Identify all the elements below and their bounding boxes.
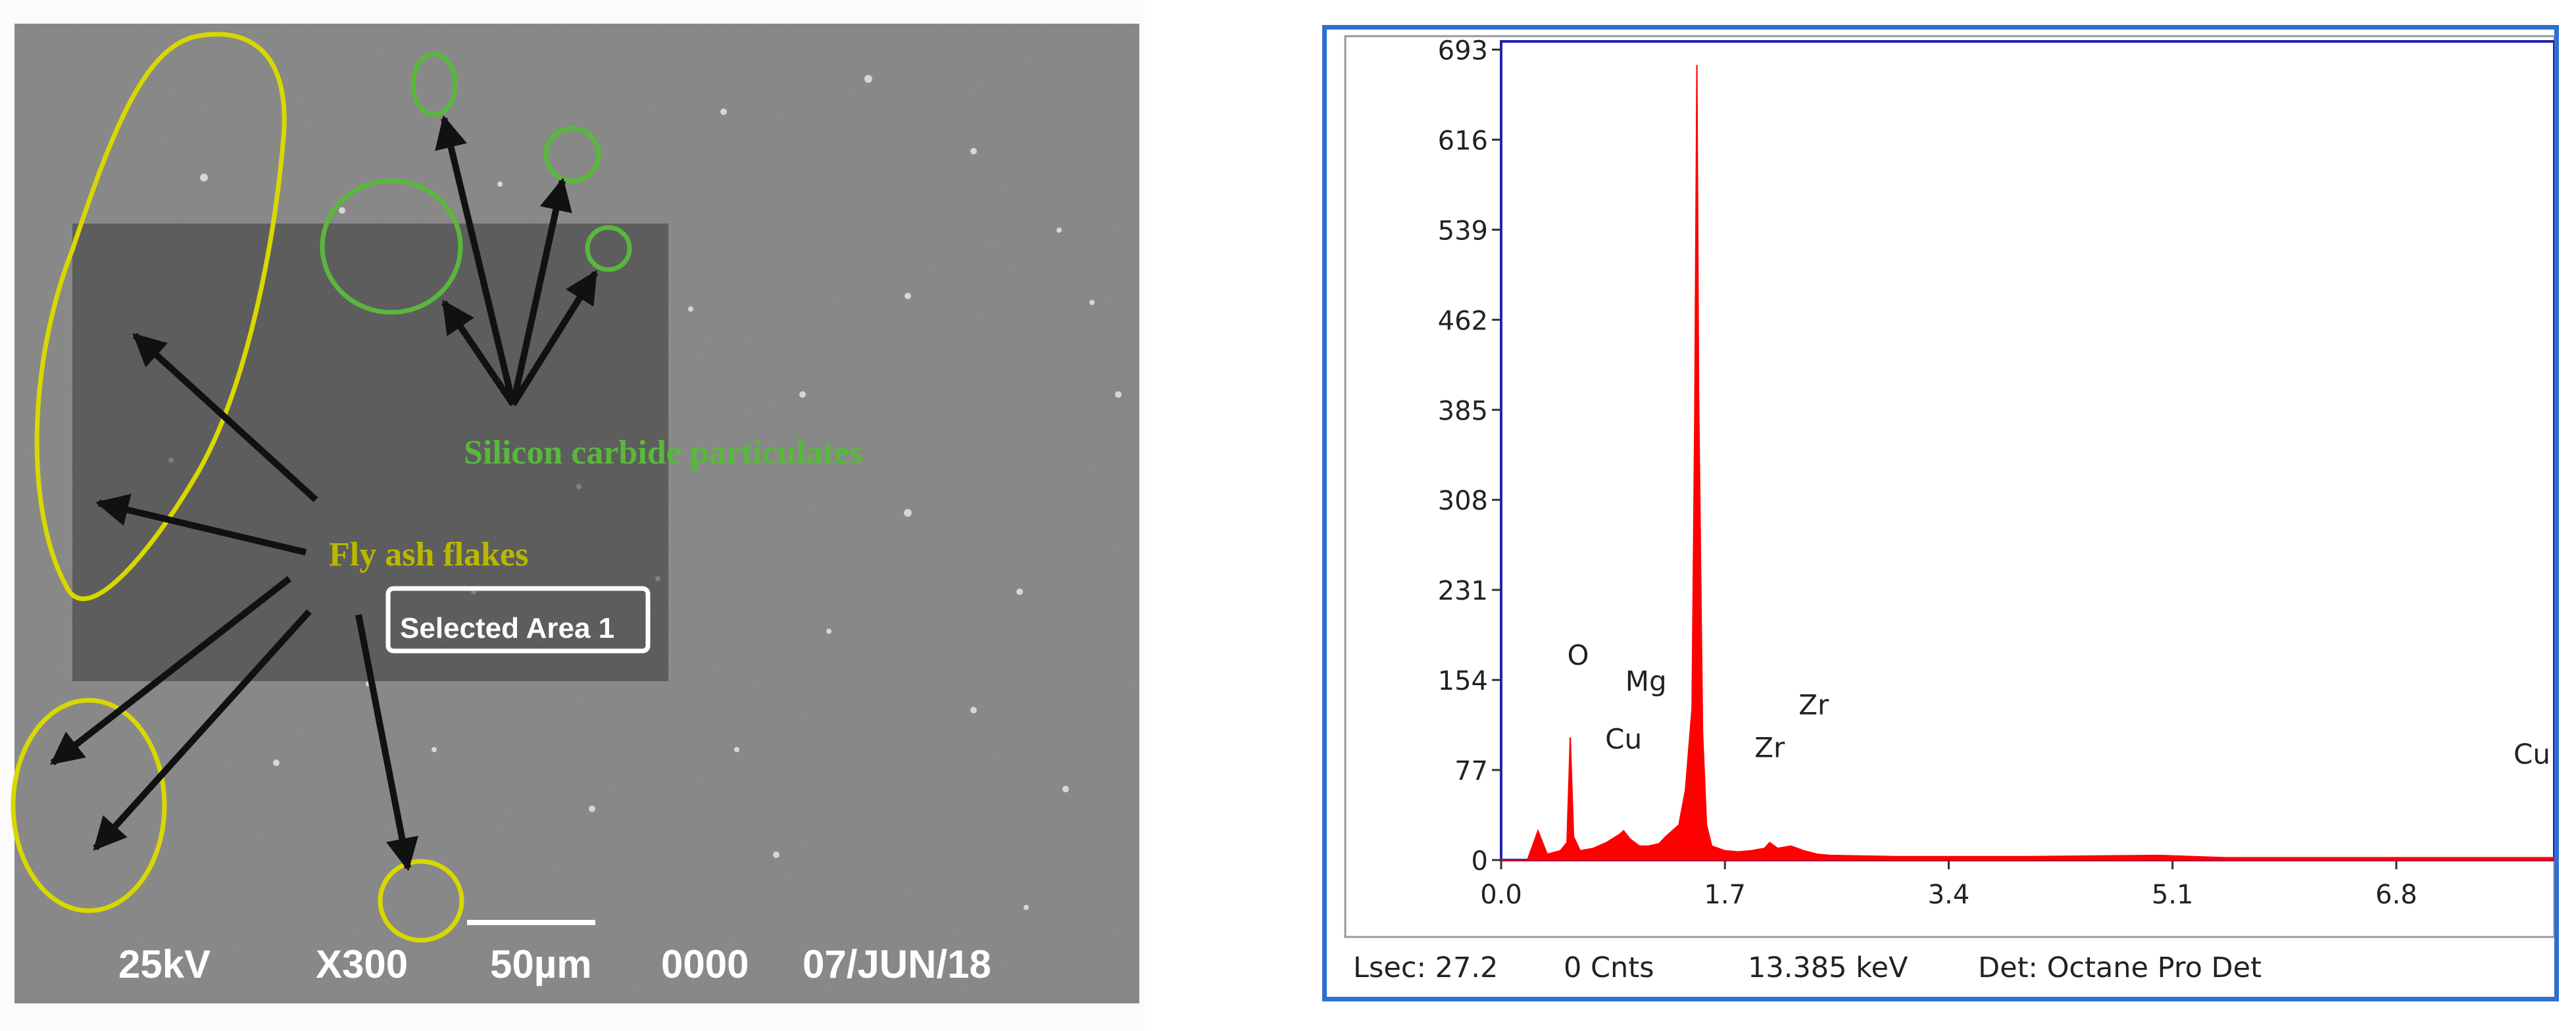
peak-label: Zr	[1798, 688, 1829, 721]
eds-spectrum-chart: 0 77 154 231 308 385 462 539 616 693 0.0 1.7 3.4 5.1…	[1344, 30, 2554, 938]
fly-ash-outline-small	[378, 859, 464, 943]
y-axis: 0 77 154 231 308 385 462 539 616 693	[1438, 36, 1501, 876]
eds-spectrum-panel: 0 77 154 231 308 385 462 539 616 693 0.0 1.7 3.4 5.1…	[1322, 25, 2559, 1001]
status-counts: 0 Cnts	[1564, 951, 1654, 984]
sem-micrograph-panel: Silicon carbide particulates Fly ash fla…	[0, 0, 1145, 1031]
y-tick-label: 616	[1438, 126, 1488, 156]
sem-voltage: 25kV	[118, 942, 211, 986]
status-detector: Det: Octane Pro Det	[1978, 951, 2262, 984]
y-tick-label: 693	[1438, 36, 1488, 66]
fly-ash-outline-medium	[11, 698, 167, 913]
plot-area	[1500, 40, 2554, 861]
selected-area-box	[385, 586, 651, 654]
y-tick-label: 539	[1438, 216, 1488, 246]
x-tick-label: 1.7	[1704, 880, 1746, 910]
sem-code: 0000	[661, 942, 749, 986]
y-tick-label: 77	[1454, 756, 1488, 786]
status-lsec: Lsec: 27.2	[1353, 951, 1499, 984]
chart-frame	[1344, 35, 2554, 938]
x-tick-label: 0.0	[1480, 880, 1522, 910]
sem-magnification: X300	[316, 942, 408, 986]
sem-scale-value: 50µm	[490, 942, 592, 986]
x-axis: 0.0 1.7 3.4 5.1 6.8	[1480, 860, 2417, 910]
y-tick-label: 462	[1438, 306, 1488, 336]
fly-ash-outline-large	[34, 32, 287, 602]
spectrum-layer	[1501, 64, 2554, 861]
selected-area-label: Selected Area 1	[400, 612, 614, 644]
annotation-arrows	[50, 115, 599, 871]
x-tick-label: 3.4	[1928, 880, 1970, 910]
y-tick-label: 308	[1438, 486, 1488, 516]
status-bar: Lsec: 27.2 0 Cnts 13.385 keV Det: Octane…	[1327, 937, 2554, 996]
y-tick-label: 231	[1438, 576, 1488, 606]
y-tick-label: 385	[1438, 396, 1488, 426]
peak-label: Al	[1683, 30, 1710, 35]
x-tick-label: 6.8	[2375, 880, 2417, 910]
peak-label: Cu	[1605, 723, 1642, 755]
spectrum-series-0	[1501, 64, 2554, 861]
fly-ash-outlines	[11, 32, 464, 943]
peak-label: Mg	[1625, 665, 1667, 698]
silicon-carbide-label: Silicon carbide particulates	[464, 434, 863, 471]
peak-label: Cu	[2514, 738, 2550, 770]
silicon-carbide-outlines	[320, 51, 632, 315]
fly-ash-label: Fly ash flakes	[329, 536, 528, 573]
status-energy: 13.385 keV	[1748, 951, 1908, 984]
sem-date: 07/JUN/18	[803, 942, 991, 986]
y-tick-label: 0	[1472, 846, 1488, 876]
peak-labels: Al O Mg Cu Zr Zr Cu	[1568, 30, 2550, 770]
peak-label: Zr	[1754, 731, 1785, 763]
y-tick-label: 154	[1438, 666, 1488, 696]
peak-label: O	[1568, 639, 1589, 671]
sem-micrograph: Silicon carbide particulates Fly ash fla…	[11, 24, 1139, 1003]
x-tick-label: 5.1	[2152, 880, 2194, 910]
